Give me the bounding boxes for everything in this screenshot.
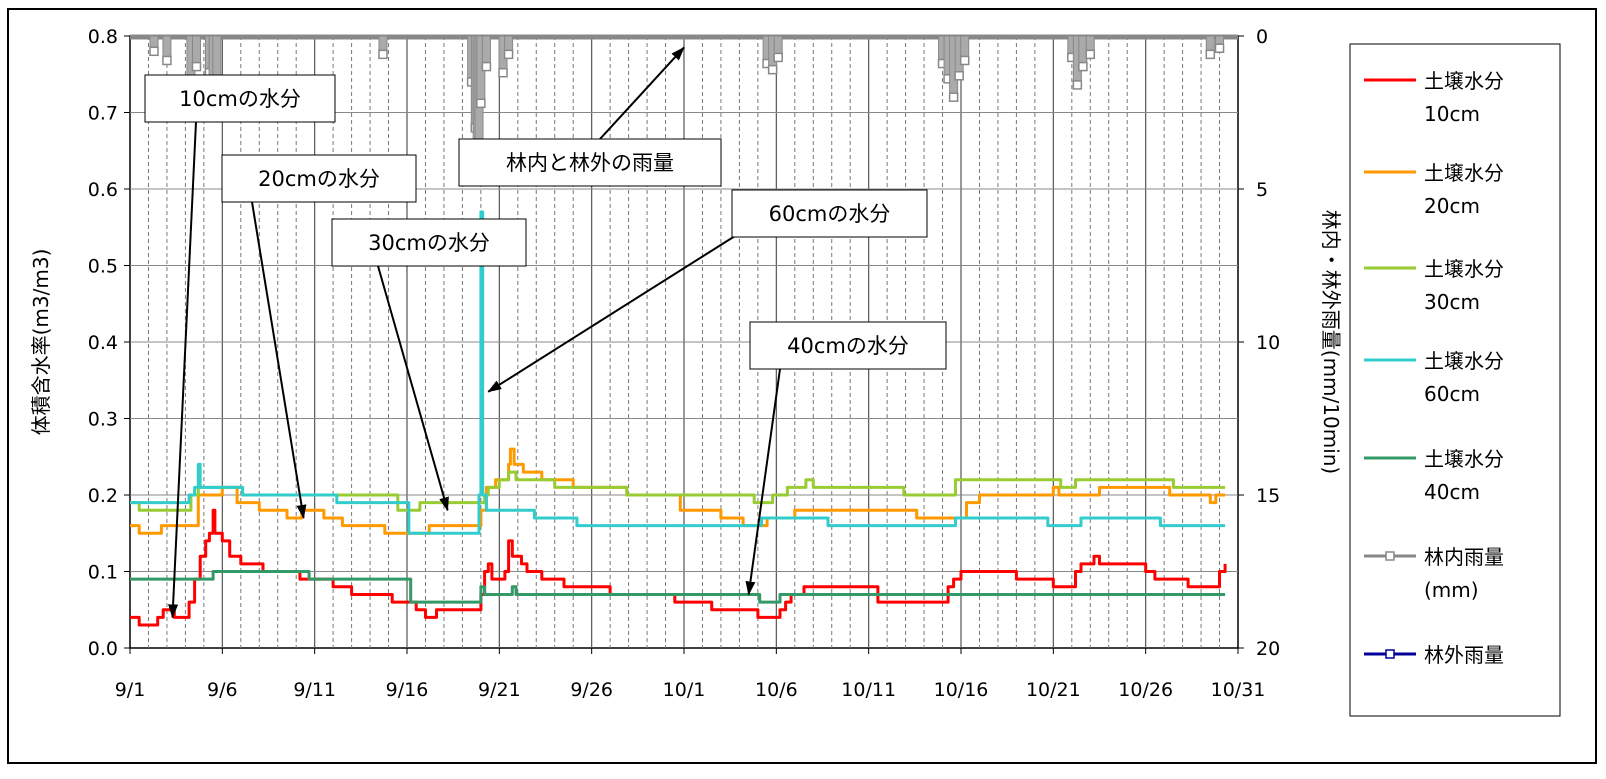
- annotation-box: [731, 189, 928, 238]
- rain-marker: [773, 52, 783, 63]
- series-layer: [130, 210, 1227, 627]
- x-tick-label: 10/11: [841, 679, 896, 701]
- legend-label: 林内雨量: [1424, 545, 1504, 569]
- legend-marker: [1385, 649, 1395, 659]
- rain-marker: [191, 61, 202, 72]
- annotation-box: [331, 218, 527, 267]
- rain-marker: [959, 55, 970, 66]
- annotation-arrow: [599, 46, 685, 140]
- annotation-arrow: [745, 368, 781, 596]
- y-left-tick-label: 0.7: [88, 103, 118, 125]
- x-tick-label: 9/16: [386, 679, 429, 701]
- annotation-arrow: [487, 235, 736, 393]
- legend-label: 20cm: [1424, 194, 1480, 218]
- x-tick-label: 10/1: [663, 679, 706, 701]
- x-tick-label: 10/21: [1026, 679, 1081, 701]
- legend-label: 林外雨量: [1424, 643, 1504, 667]
- rain-marker: [149, 46, 159, 57]
- legend-label: 土壌水分: [1424, 447, 1504, 471]
- y-right-axis-title: 林内・林外雨量(mm/10min): [1319, 210, 1343, 474]
- y-left-tick-label: 0.2: [88, 485, 118, 507]
- x-tick-label: 9/1: [115, 679, 146, 701]
- rain-marker: [476, 98, 486, 109]
- annotation-label: 40cmの水分: [787, 334, 909, 358]
- legend-label: 60cm: [1424, 382, 1480, 406]
- y-left-tick-label: 0.5: [88, 256, 118, 278]
- y-left-tick-label: 0.3: [88, 409, 118, 431]
- rain-marker: [1078, 61, 1088, 72]
- rain-marker: [954, 71, 964, 81]
- rain-marker: [948, 92, 959, 102]
- rain-marker: [1072, 80, 1083, 90]
- annotation-label: 10cmの水分: [179, 87, 301, 111]
- y-right-tick-label: 5: [1256, 179, 1268, 201]
- legend-label: 土壌水分: [1424, 161, 1504, 185]
- annotation-label: 20cmの水分: [258, 167, 380, 191]
- y-left-tick-label: 0.6: [88, 179, 118, 201]
- x-tick-label: 9/26: [570, 679, 613, 701]
- annotation-label: 60cmの水分: [769, 202, 891, 226]
- series-line: [130, 508, 1227, 627]
- rain-marker: [1085, 49, 1096, 60]
- annotation-label: 林内と林外の雨量: [506, 151, 674, 175]
- annotation-box: [458, 138, 722, 187]
- rain-marker: [503, 49, 514, 60]
- rain-marker: [1214, 43, 1225, 53]
- annotation-label: 30cmの水分: [368, 231, 490, 255]
- annotation-box: [749, 321, 947, 370]
- axis-layer: 0.0 0.1 0.2 0.3 0.4 0.5 0.6 0.7 0.8 0 5 10 15 20 9/1 9/…: [88, 26, 1280, 701]
- grid-layer: [130, 36, 1238, 648]
- rain-marker: [1205, 49, 1216, 60]
- legend-label: 土壌水分: [1424, 257, 1504, 281]
- legend-label: (mm): [1424, 578, 1479, 602]
- x-tick-label: 9/21: [478, 679, 521, 701]
- rain-layer: [130, 34, 1238, 179]
- legend-layer: 土壌水分 10cm 土壌水分 20cm 土壌水分 30cm 土壌水分 60cm 土壌水分 40cm…: [1364, 69, 1504, 667]
- annotation-arrow: [377, 265, 449, 512]
- legend-label: 10cm: [1424, 102, 1480, 126]
- legend-label: 土壌水分: [1424, 349, 1504, 373]
- x-tick-label: 10/31: [1211, 679, 1266, 701]
- x-tick-label: 10/26: [1118, 679, 1173, 701]
- x-tick-label: 9/6: [207, 679, 238, 701]
- rain-marker: [481, 61, 492, 72]
- legend-marker: [1385, 551, 1395, 561]
- y-right-tick-label: 10: [1256, 332, 1280, 354]
- y-left-tick-label: 0.0: [88, 638, 118, 660]
- y-right-tick-label: 20: [1256, 638, 1280, 660]
- legend-label: 30cm: [1424, 290, 1480, 314]
- y-left-tick-label: 0.4: [88, 332, 118, 354]
- rain-marker: [378, 49, 388, 60]
- series-line: [130, 570, 1226, 604]
- annotation-arrow: [168, 121, 197, 619]
- annotation-box: [144, 74, 336, 123]
- x-tick-label: 9/11: [293, 679, 336, 701]
- annotation-arrow: [251, 201, 307, 519]
- y-left-axis-title: 体積含水率(m3/m3): [29, 249, 53, 436]
- y-left-tick-label: 0.8: [88, 26, 118, 48]
- x-tick-label: 10/6: [755, 679, 798, 701]
- x-tick-label: 10/16: [934, 679, 989, 701]
- rain-marker: [498, 67, 508, 78]
- annotation-box: [221, 154, 417, 203]
- annotation-layer: 10cmの水分 20cmの水分 30cmの水分 60cmの水分 40cmの水分 林内と林外…: [144, 46, 947, 619]
- legend-box: [1349, 43, 1561, 717]
- legend-label: 40cm: [1424, 480, 1480, 504]
- y-right-tick-label: 15: [1256, 485, 1280, 507]
- rain-marker: [162, 55, 172, 66]
- legend-label: 土壌水分: [1424, 69, 1504, 93]
- series-line: [130, 447, 1226, 535]
- y-left-tick-label: 0.1: [88, 562, 118, 584]
- y-right-tick-label: 0: [1256, 26, 1268, 48]
- series-line: [130, 210, 1226, 535]
- rain-marker: [767, 64, 778, 75]
